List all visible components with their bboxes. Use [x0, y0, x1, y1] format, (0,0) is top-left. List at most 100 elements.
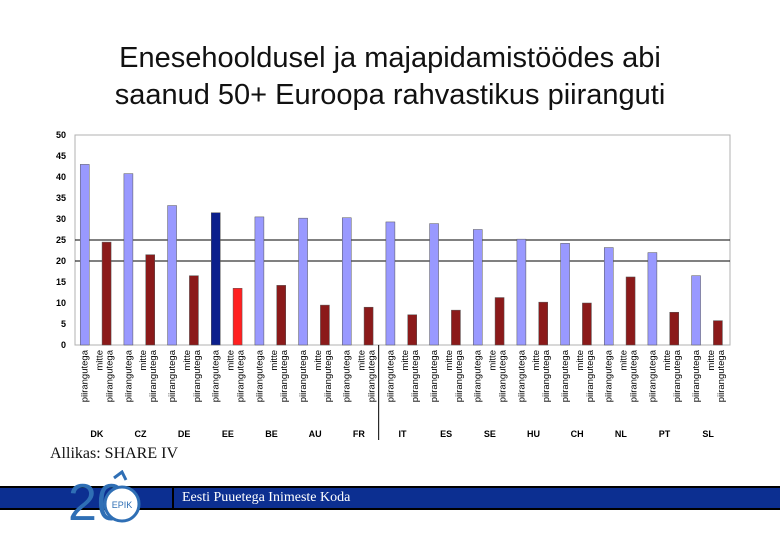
bar-CH-mitte-piirangutega	[582, 302, 592, 346]
bar-ES-mitte-piirangutega	[451, 309, 461, 346]
bar-label: piirangutega	[716, 349, 727, 402]
bar-NL-piirangutega	[603, 247, 614, 346]
y-tick-label: 25	[56, 235, 66, 245]
bar-PT-mitte-piirangutega	[669, 311, 679, 346]
bar-PT-piirangutega	[647, 252, 658, 346]
bar-DE-piirangutega	[167, 205, 177, 346]
title-line-2: saanud 50+ Euroopa rahvastikus piirangut…	[114, 79, 666, 111]
bar-CH-piirangutega	[560, 243, 570, 346]
bar-label: piirangutega	[279, 349, 290, 402]
country-label-CH: CH	[571, 429, 584, 439]
country-label-DE: DE	[178, 429, 191, 439]
country-label-CZ: CZ	[135, 429, 147, 439]
bar-label: piirangutega	[410, 349, 421, 402]
bar-label: mitte	[575, 350, 586, 371]
y-tick-label: 45	[56, 151, 66, 161]
bar-SE-mitte-piirangutega	[494, 297, 505, 346]
bar-label: piirangutega	[454, 349, 465, 402]
country-label-SE: SE	[484, 429, 496, 439]
bar-ES-piirangutega	[429, 223, 439, 346]
y-tick-label: 20	[56, 256, 66, 266]
bar-CZ-mitte-piirangutega	[145, 254, 155, 346]
y-tick-label: 35	[56, 193, 66, 203]
bar-BE-mitte-piirangutega	[276, 285, 286, 346]
bar-label: mitte	[488, 350, 499, 371]
bar-label: piirangutega	[80, 349, 91, 402]
bar-label: piirangutega	[236, 349, 247, 402]
bar-label: piirangutega	[342, 349, 353, 402]
bar-BE-piirangutega	[254, 216, 265, 346]
bar-label: piirangutega	[323, 349, 334, 402]
bar-label: mitte	[444, 350, 455, 371]
epik-20-logo: 20 EPIK	[68, 470, 141, 526]
slide-title: Enesehooldusel ja majapidamistöödes abi …	[0, 40, 780, 114]
bar-label: mitte	[226, 350, 237, 371]
footer-text: Eesti Puuetega Inimeste Koda	[182, 490, 351, 505]
bar-label: mitte	[706, 350, 717, 371]
source-note: Allikas: SHARE IV	[50, 445, 178, 462]
bar-CZ-piirangutega	[123, 173, 134, 346]
bar-label: piirangutega	[148, 349, 159, 402]
bar-label: piirangutega	[385, 349, 396, 402]
bar-NL-mitte-piirangutega	[625, 276, 636, 346]
country-label-DK: DK	[90, 429, 103, 439]
bar-AU-mitte-piirangutega	[320, 304, 330, 346]
bar-label: mitte	[662, 350, 673, 371]
bar-label: mitte	[182, 350, 193, 371]
bar-DK-mitte-piirangutega	[101, 241, 112, 346]
country-label-BE: BE	[265, 429, 278, 439]
bar-label: piirangutega	[516, 349, 527, 402]
bar-label: piirangutega	[541, 349, 552, 402]
bar-label: piirangutega	[298, 349, 309, 402]
bar-EE-mitte-piirangutega	[232, 288, 243, 346]
bar-EE-piirangutega	[210, 212, 221, 346]
bar-label: piirangutega	[211, 349, 222, 402]
bar-label: piirangutega	[367, 349, 378, 402]
y-tick-label: 50	[56, 130, 66, 140]
bar-IT-mitte-piirangutega	[407, 314, 417, 346]
bar-label: piirangutega	[629, 349, 640, 402]
country-label-SL: SL	[702, 429, 714, 439]
bar-label: piirangutega	[192, 349, 203, 402]
bar-label: mitte	[531, 350, 542, 371]
bar-FR-piirangutega	[341, 217, 352, 346]
y-tick-label: 30	[56, 214, 66, 224]
bar-label: mitte	[400, 350, 411, 371]
bar-label: piirangutega	[560, 349, 571, 402]
bar-DE-mitte-piirangutega	[189, 275, 199, 346]
bar-label: piirangutega	[254, 349, 265, 402]
y-tick-label: 15	[56, 277, 66, 287]
bar-label: piirangutega	[473, 349, 484, 402]
bar-DK-piirangutega	[79, 164, 90, 346]
bar-label: piirangutega	[604, 349, 615, 402]
y-tick-label: 10	[56, 298, 66, 308]
y-tick-label: 40	[56, 172, 66, 182]
bar-label: mitte	[269, 350, 280, 371]
country-label-HU: HU	[527, 429, 540, 439]
bar-label: piirangutega	[585, 349, 596, 402]
country-label-AU: AU	[309, 429, 322, 439]
bar-HU-piirangutega	[516, 238, 527, 346]
bar-label: mitte	[619, 350, 630, 371]
bar-label: piirangutega	[691, 349, 702, 402]
bar-AU-piirangutega	[298, 217, 308, 346]
y-tick-label: 5	[61, 319, 66, 329]
footer-box	[172, 488, 780, 508]
bar-label: mitte	[138, 350, 149, 371]
bar-SE-piirangutega	[472, 229, 483, 346]
bar-label: mitte	[313, 350, 324, 371]
title-line-1: Enesehooldusel ja majapidamistöödes abi	[119, 42, 661, 74]
country-label-FR: FR	[353, 429, 365, 439]
country-label-IT: IT	[399, 429, 408, 439]
bar-label: piirangutega	[672, 349, 683, 402]
bar-IT-piirangutega	[385, 221, 396, 346]
country-label-NL: NL	[615, 429, 627, 439]
country-label-ES: ES	[440, 429, 452, 439]
country-label-EE: EE	[222, 429, 234, 439]
bar-label: piirangutega	[647, 349, 658, 402]
bar-label: piirangutega	[123, 349, 134, 402]
logo-text: EPIK	[112, 500, 133, 510]
bar-label: mitte	[95, 350, 106, 371]
country-label-PT: PT	[659, 429, 671, 439]
